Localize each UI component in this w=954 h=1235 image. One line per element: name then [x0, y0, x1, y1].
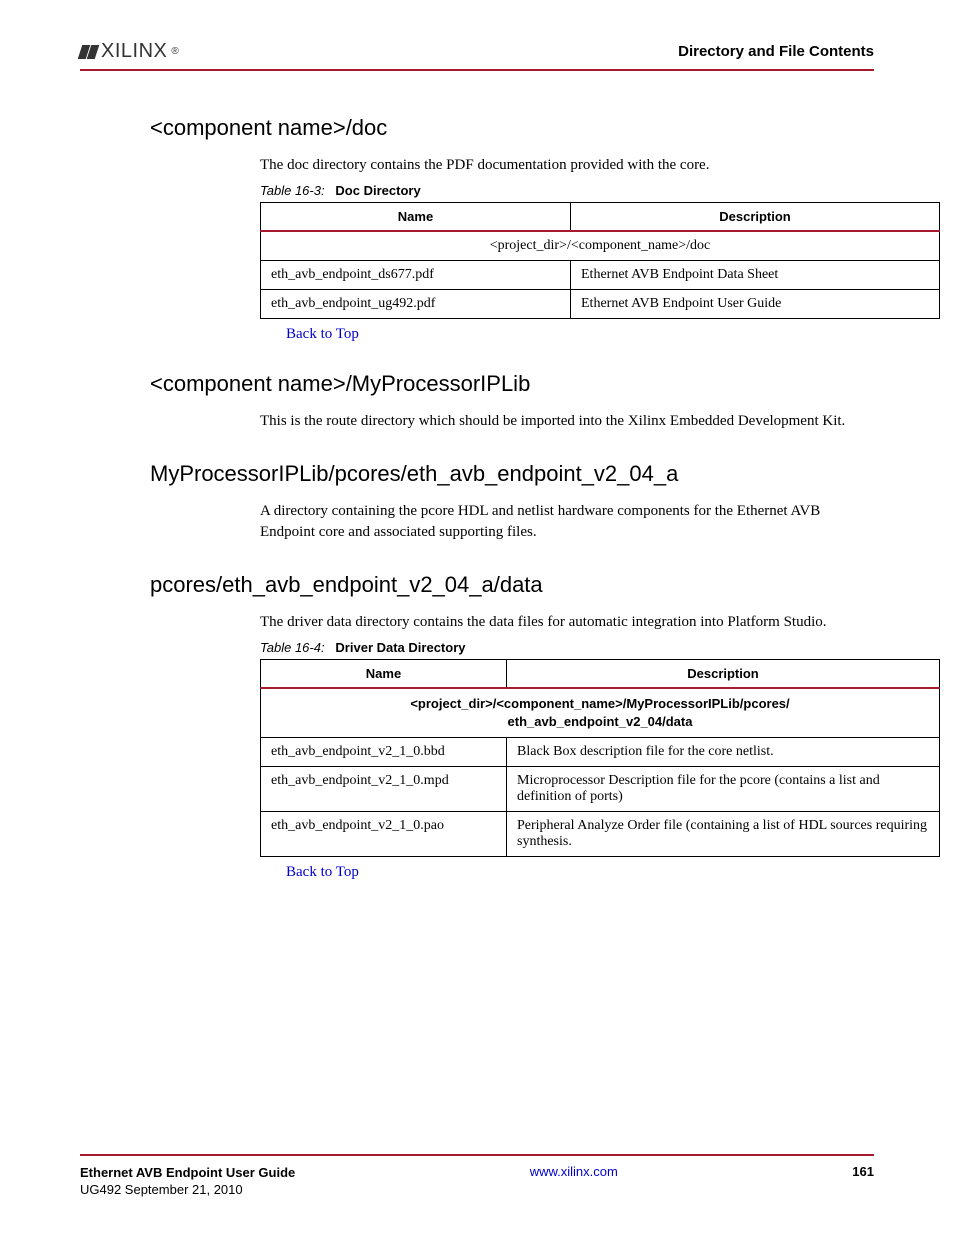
- footer-page-number: 161: [852, 1164, 874, 1179]
- back-to-top-link[interactable]: Back to Top: [286, 864, 359, 880]
- heading-doc: <component name>/doc: [150, 115, 874, 141]
- page-footer: Ethernet AVB Endpoint User Guide UG492 S…: [80, 1154, 874, 1199]
- cell-name: eth_avb_endpoint_ds677.pdf: [261, 260, 571, 289]
- pcores-intro: A directory containing the pcore HDL and…: [260, 501, 874, 545]
- cell-name: eth_avb_endpoint_ug492.pdf: [261, 289, 571, 318]
- table-header-row: Name Description: [261, 202, 940, 231]
- cell-name: eth_avb_endpoint_v2_1_0.bbd: [261, 738, 507, 767]
- footer-center: www.xilinx.com: [530, 1164, 618, 1179]
- table-row: eth_avb_endpoint_v2_1_0.bbd Black Box de…: [261, 738, 940, 767]
- back-to-top-link[interactable]: Back to Top: [286, 326, 359, 342]
- path-cell: <project_dir>/<component_name>/doc: [261, 231, 940, 261]
- table-16-4-caption: Table 16-4: Driver Data Directory: [260, 640, 874, 655]
- footer-doc-subtitle: UG492 September 21, 2010: [80, 1181, 295, 1199]
- table-path-row: <project_dir>/<component_name>/MyProcess…: [261, 688, 940, 738]
- table-path-row: <project_dir>/<component_name>/doc: [261, 231, 940, 261]
- heading-data: pcores/eth_avb_endpoint_v2_04_a/data: [150, 572, 874, 598]
- xilinx-logo: XILINX ®: [80, 40, 179, 63]
- myproc-intro: This is the route directory which should…: [260, 411, 874, 433]
- data-intro: The driver data directory contains the d…: [260, 612, 874, 634]
- caption-title: Driver Data Directory: [335, 640, 465, 655]
- page-header: XILINX ® Directory and File Contents: [80, 40, 874, 63]
- logo-mark-icon: [80, 45, 97, 59]
- cell-desc: Peripheral Analyze Order file (containin…: [507, 812, 940, 857]
- table-row: eth_avb_endpoint_ds677.pdf Ethernet AVB …: [261, 260, 940, 289]
- col-name: Name: [261, 659, 507, 688]
- col-name: Name: [261, 202, 571, 231]
- cell-desc: Ethernet AVB Endpoint Data Sheet: [571, 260, 940, 289]
- cell-name: eth_avb_endpoint_v2_1_0.mpd: [261, 767, 507, 812]
- col-description: Description: [571, 202, 940, 231]
- caption-title: Doc Directory: [335, 183, 420, 198]
- col-description: Description: [507, 659, 940, 688]
- header-rule: [80, 69, 874, 71]
- table-header-row: Name Description: [261, 659, 940, 688]
- path-line1: <project_dir>/<component_name>/MyProcess…: [410, 696, 789, 711]
- footer-rule: [80, 1154, 874, 1156]
- footer-url-link[interactable]: www.xilinx.com: [530, 1164, 618, 1179]
- trademark-symbol: ®: [171, 46, 179, 57]
- cell-desc: Ethernet AVB Endpoint User Guide: [571, 289, 940, 318]
- heading-pcores: MyProcessorIPLib/pcores/eth_avb_endpoint…: [150, 461, 874, 487]
- table-row: eth_avb_endpoint_v2_1_0.pao Peripheral A…: [261, 812, 940, 857]
- table-row: eth_avb_endpoint_ug492.pdf Ethernet AVB …: [261, 289, 940, 318]
- path-line2: eth_avb_endpoint_v2_04/data: [508, 714, 693, 729]
- cell-desc: Black Box description file for the core …: [507, 738, 940, 767]
- path-cell: <project_dir>/<component_name>/MyProcess…: [261, 688, 940, 738]
- caption-label: Table 16-3:: [260, 183, 325, 198]
- footer-doc-title: Ethernet AVB Endpoint User Guide: [80, 1164, 295, 1182]
- doc-intro: The doc directory contains the PDF docum…: [260, 155, 874, 177]
- cell-desc: Microprocessor Description file for the …: [507, 767, 940, 812]
- caption-label: Table 16-4:: [260, 640, 325, 655]
- table-doc-directory: Name Description <project_dir>/<componen…: [260, 202, 940, 319]
- heading-myproc: <component name>/MyProcessorIPLib: [150, 371, 874, 397]
- logo-text: XILINX: [101, 40, 167, 63]
- cell-name: eth_avb_endpoint_v2_1_0.pao: [261, 812, 507, 857]
- table-16-3-caption: Table 16-3: Doc Directory: [260, 183, 874, 198]
- header-section-title: Directory and File Contents: [678, 43, 874, 60]
- footer-left: Ethernet AVB Endpoint User Guide UG492 S…: [80, 1164, 295, 1199]
- table-row: eth_avb_endpoint_v2_1_0.mpd Microprocess…: [261, 767, 940, 812]
- table-driver-data: Name Description <project_dir>/<componen…: [260, 659, 940, 857]
